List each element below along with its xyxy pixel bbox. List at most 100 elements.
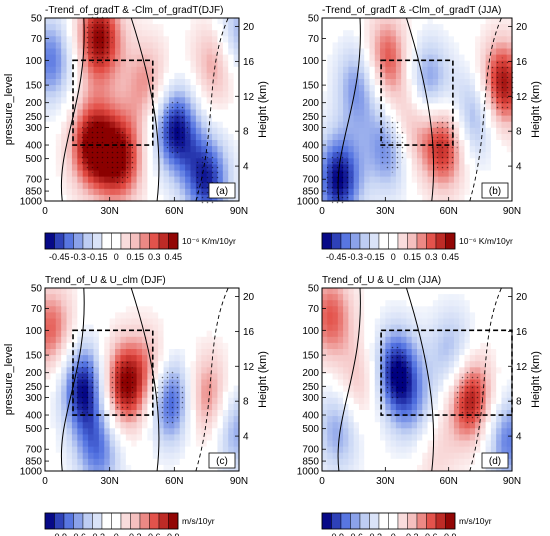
field-cell bbox=[353, 48, 360, 56]
field-cell bbox=[480, 434, 487, 442]
field-cell bbox=[322, 42, 328, 50]
field-cell bbox=[142, 146, 148, 153]
field-cell bbox=[61, 103, 68, 111]
field-cell bbox=[61, 288, 68, 295]
field-cell bbox=[147, 170, 154, 178]
field-cell bbox=[131, 446, 138, 454]
field-cell bbox=[475, 115, 481, 123]
panel-label-box bbox=[208, 182, 236, 199]
field-cell bbox=[142, 91, 148, 98]
field-cell bbox=[322, 397, 328, 405]
field-cell bbox=[61, 79, 68, 86]
field-cell bbox=[45, 391, 51, 399]
field-cell bbox=[228, 170, 235, 178]
field-cell bbox=[411, 133, 418, 141]
field-cell bbox=[448, 300, 455, 307]
field-cell bbox=[190, 422, 197, 429]
y-tick-label: 700 bbox=[25, 175, 42, 186]
field-cell bbox=[343, 403, 349, 411]
field-cell bbox=[66, 428, 73, 435]
field-cell bbox=[120, 440, 127, 448]
field-cell bbox=[417, 318, 423, 326]
field-cell bbox=[427, 440, 434, 448]
field-cell bbox=[179, 170, 186, 178]
field-cell bbox=[485, 48, 492, 56]
field-cell bbox=[228, 79, 235, 86]
field-cell bbox=[348, 66, 355, 74]
field-cell bbox=[163, 91, 170, 98]
field-cell bbox=[469, 158, 476, 165]
field-cell bbox=[66, 403, 73, 411]
field-cell bbox=[131, 164, 138, 172]
field-cell bbox=[115, 440, 122, 448]
field-cell bbox=[475, 440, 481, 448]
field-cell bbox=[66, 133, 73, 141]
field-cell bbox=[152, 24, 159, 31]
field-cell bbox=[185, 24, 192, 31]
field-cell bbox=[206, 361, 213, 368]
field-cell bbox=[348, 146, 355, 153]
field-cell bbox=[142, 385, 148, 393]
field-cell bbox=[427, 336, 434, 344]
field-cell bbox=[50, 440, 57, 448]
field-cell bbox=[201, 312, 208, 320]
field-cell bbox=[120, 422, 127, 429]
field-cell bbox=[406, 42, 413, 50]
field-cell bbox=[179, 403, 186, 411]
field-cell bbox=[61, 342, 68, 350]
field-cell bbox=[228, 97, 235, 104]
field-cell bbox=[459, 146, 466, 153]
field-cell bbox=[322, 410, 328, 417]
field-cell bbox=[469, 440, 476, 448]
field-cell bbox=[374, 188, 381, 196]
field-cell bbox=[417, 434, 423, 442]
field-cell bbox=[417, 422, 423, 429]
field-cell bbox=[55, 91, 62, 98]
field-cell bbox=[212, 48, 219, 56]
field-cell bbox=[327, 140, 334, 147]
field-cell bbox=[222, 18, 229, 25]
field-cell bbox=[369, 85, 376, 92]
field-cell bbox=[93, 336, 100, 344]
field-cell bbox=[120, 458, 127, 466]
field-cell bbox=[142, 403, 148, 411]
field-cell bbox=[55, 36, 62, 43]
field-cell bbox=[66, 79, 73, 86]
field-cell bbox=[212, 422, 219, 429]
field-cell bbox=[152, 146, 159, 153]
field-cell bbox=[217, 318, 224, 326]
field-cell bbox=[411, 379, 418, 387]
colorbar-bin bbox=[92, 232, 103, 250]
field-cell bbox=[490, 176, 497, 184]
field-cell bbox=[380, 458, 386, 466]
field-cell bbox=[395, 54, 402, 62]
field-cell bbox=[406, 324, 413, 332]
field-cell bbox=[417, 133, 423, 141]
field-cell bbox=[168, 24, 175, 31]
field-cell bbox=[427, 97, 434, 104]
field-cell bbox=[104, 121, 111, 129]
field-cell bbox=[179, 30, 186, 37]
field-cell bbox=[212, 312, 219, 320]
field-cell bbox=[147, 410, 154, 417]
field-cell bbox=[71, 434, 78, 442]
field-cell bbox=[422, 79, 429, 86]
field-cell bbox=[77, 294, 84, 301]
field-cell bbox=[358, 349, 365, 356]
field-cell bbox=[432, 464, 439, 472]
field-cell bbox=[448, 60, 455, 68]
field-cell bbox=[212, 324, 219, 332]
field-cell bbox=[374, 452, 381, 460]
field-cell bbox=[358, 288, 365, 295]
field-cell bbox=[163, 18, 170, 25]
field-cell bbox=[147, 18, 154, 25]
field-cell bbox=[82, 464, 89, 472]
field-cell bbox=[115, 54, 122, 62]
field-cell bbox=[71, 176, 78, 184]
significance-stipple bbox=[488, 57, 515, 113]
field-cell bbox=[490, 330, 497, 338]
field-cell bbox=[206, 36, 213, 43]
field-cell bbox=[322, 176, 328, 184]
field-cell bbox=[50, 121, 57, 129]
field-cell bbox=[385, 97, 392, 104]
